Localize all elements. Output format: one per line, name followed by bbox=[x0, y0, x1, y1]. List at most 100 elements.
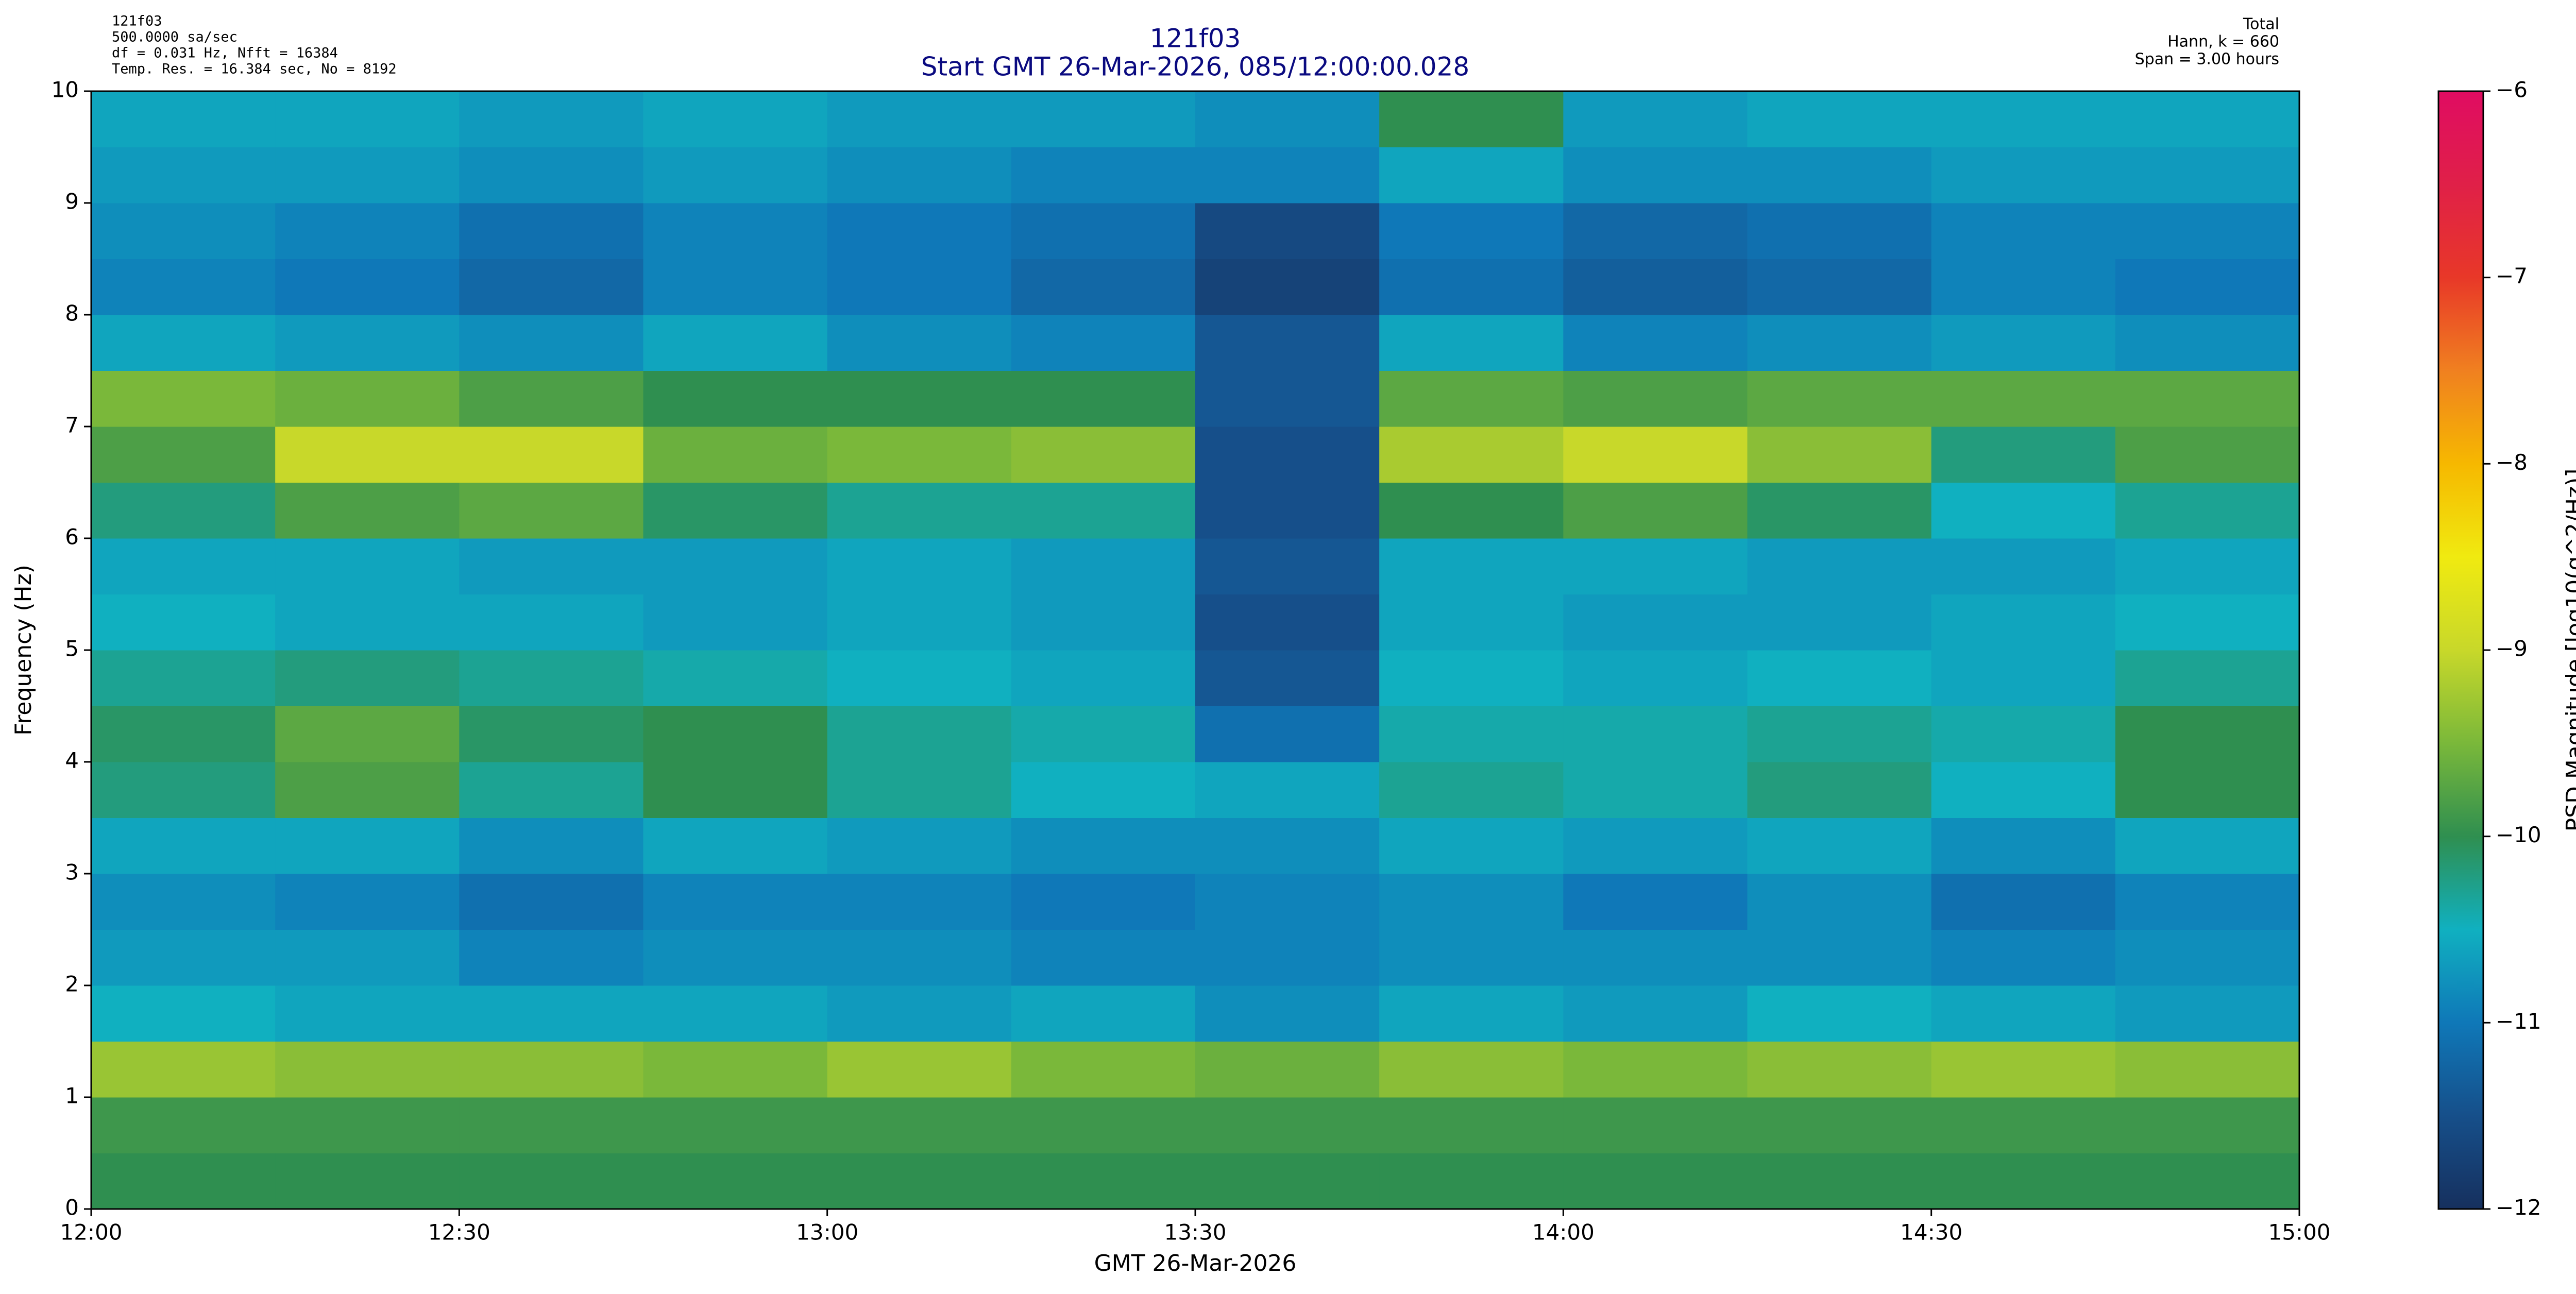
annotation: Span = 3.00 hours bbox=[2135, 50, 2279, 69]
heatmap-cell bbox=[275, 985, 460, 1042]
heatmap-cell bbox=[1011, 147, 1196, 203]
colorbar-tick-label: −8 bbox=[2496, 450, 2528, 475]
heatmap-cell bbox=[1563, 594, 1748, 651]
annotation: df = 0.031 Hz, Nfft = 16384 bbox=[112, 45, 338, 61]
heatmap-cell bbox=[1379, 203, 1564, 259]
heatmap-cell bbox=[1195, 203, 1380, 259]
heatmap-cell bbox=[827, 874, 1012, 930]
heatmap-cell bbox=[643, 762, 828, 818]
heatmap-cell bbox=[1379, 91, 1564, 147]
heatmap-cell bbox=[2115, 315, 2300, 371]
heatmap-cell bbox=[827, 594, 1012, 651]
y-tick-label: 2 bbox=[65, 972, 79, 997]
heatmap-cell bbox=[643, 91, 828, 147]
heatmap-cell bbox=[1563, 538, 1748, 594]
heatmap-cell bbox=[1379, 427, 1564, 483]
heatmap-cell bbox=[827, 706, 1012, 762]
heatmap-cell bbox=[459, 259, 643, 315]
heatmap-cell bbox=[2115, 874, 2300, 930]
heatmap-cell bbox=[827, 147, 1012, 203]
annotation: Total bbox=[2243, 15, 2279, 33]
heatmap-cell bbox=[459, 874, 643, 930]
heatmap-cell bbox=[459, 315, 643, 371]
colorbar-tick-label: −7 bbox=[2496, 263, 2528, 288]
heatmap-cell bbox=[91, 538, 276, 594]
heatmap-cell bbox=[91, 259, 276, 315]
heatmap-cell bbox=[1563, 482, 1748, 539]
heatmap-cell bbox=[1011, 370, 1196, 427]
heatmap-cell bbox=[827, 985, 1012, 1042]
heatmap-cell bbox=[1747, 874, 1932, 930]
heatmap-cell bbox=[827, 1097, 1012, 1153]
heatmap-cell bbox=[1563, 427, 1748, 483]
heatmap-cell bbox=[2115, 650, 2300, 706]
heatmap-cell bbox=[1563, 650, 1748, 706]
y-tick-label: 3 bbox=[65, 860, 79, 885]
heatmap-cell bbox=[91, 203, 276, 259]
heatmap-cell bbox=[275, 1153, 460, 1210]
colorbar-tick-label: −6 bbox=[2496, 77, 2528, 103]
colorbar-label: PSD Magnitude [log10(g^2/Hz)] bbox=[2562, 469, 2576, 832]
heatmap-cell bbox=[1931, 91, 2116, 147]
colorbar-tick-label: −10 bbox=[2496, 822, 2541, 847]
heatmap-cell bbox=[275, 259, 460, 315]
heatmap-cell bbox=[1379, 594, 1564, 651]
annotation: 121f03 bbox=[112, 13, 162, 29]
heatmap-cell bbox=[827, 650, 1012, 706]
heatmap-cell bbox=[1379, 874, 1564, 930]
heatmap-cell bbox=[2115, 929, 2300, 986]
heatmap-cell bbox=[1563, 929, 1748, 986]
heatmap-cell bbox=[1195, 482, 1380, 539]
colorbar-tick-label: −11 bbox=[2496, 1009, 2541, 1034]
annotation: Temp. Res. = 16.384 sec, No = 8192 bbox=[112, 61, 397, 77]
heatmap-cell bbox=[91, 706, 276, 762]
chart-title: 121f03 bbox=[1150, 24, 1241, 54]
heatmap-cell bbox=[827, 818, 1012, 874]
y-tick-label: 5 bbox=[65, 636, 79, 661]
heatmap-cell bbox=[1931, 427, 2116, 483]
heatmap-cell bbox=[1931, 1041, 2116, 1098]
heatmap-cell bbox=[459, 1153, 643, 1210]
heatmap-cell bbox=[459, 538, 643, 594]
heatmap-cell bbox=[1931, 650, 2116, 706]
heatmap-cell bbox=[1931, 818, 2116, 874]
heatmap-cell bbox=[1011, 706, 1196, 762]
heatmap-cell bbox=[1379, 482, 1564, 539]
heatmap-cell bbox=[827, 1041, 1012, 1098]
heatmap-cell bbox=[1011, 929, 1196, 986]
heatmap-cell bbox=[275, 1097, 460, 1153]
heatmap-cell bbox=[1747, 427, 1932, 483]
heatmap-cell bbox=[1195, 594, 1380, 651]
heatmap-cell bbox=[459, 818, 643, 874]
heatmap-cell bbox=[1011, 762, 1196, 818]
heatmap-cell bbox=[91, 1153, 276, 1210]
heatmap-cell bbox=[1747, 594, 1932, 651]
heatmap-cell bbox=[643, 985, 828, 1042]
heatmap-cell bbox=[827, 315, 1012, 371]
heatmap-cell bbox=[1195, 147, 1380, 203]
heatmap-cell bbox=[2115, 1041, 2300, 1098]
heatmap-cell bbox=[275, 427, 460, 483]
heatmap-cell bbox=[91, 370, 276, 427]
heatmap-cell bbox=[1379, 650, 1564, 706]
heatmap-cell bbox=[459, 650, 643, 706]
heatmap-cell bbox=[275, 874, 460, 930]
heatmap-cell bbox=[275, 594, 460, 651]
heatmap-cell bbox=[2115, 147, 2300, 203]
heatmap-cell bbox=[1931, 929, 2116, 986]
heatmap-cell bbox=[2115, 818, 2300, 874]
heatmap-cell bbox=[275, 650, 460, 706]
heatmap-cell bbox=[1747, 203, 1932, 259]
heatmap-cell bbox=[1011, 985, 1196, 1042]
heatmap-cell bbox=[643, 650, 828, 706]
heatmap-cell bbox=[827, 427, 1012, 483]
heatmap-cell bbox=[91, 1041, 276, 1098]
heatmap-cell bbox=[459, 203, 643, 259]
heatmap-cell bbox=[459, 985, 643, 1042]
heatmap-cell bbox=[459, 1041, 643, 1098]
heatmap-cell bbox=[459, 762, 643, 818]
heatmap-cell bbox=[1747, 370, 1932, 427]
heatmap-cell bbox=[643, 1153, 828, 1210]
heatmap-cell bbox=[1563, 874, 1748, 930]
heatmap-cell bbox=[1195, 427, 1380, 483]
